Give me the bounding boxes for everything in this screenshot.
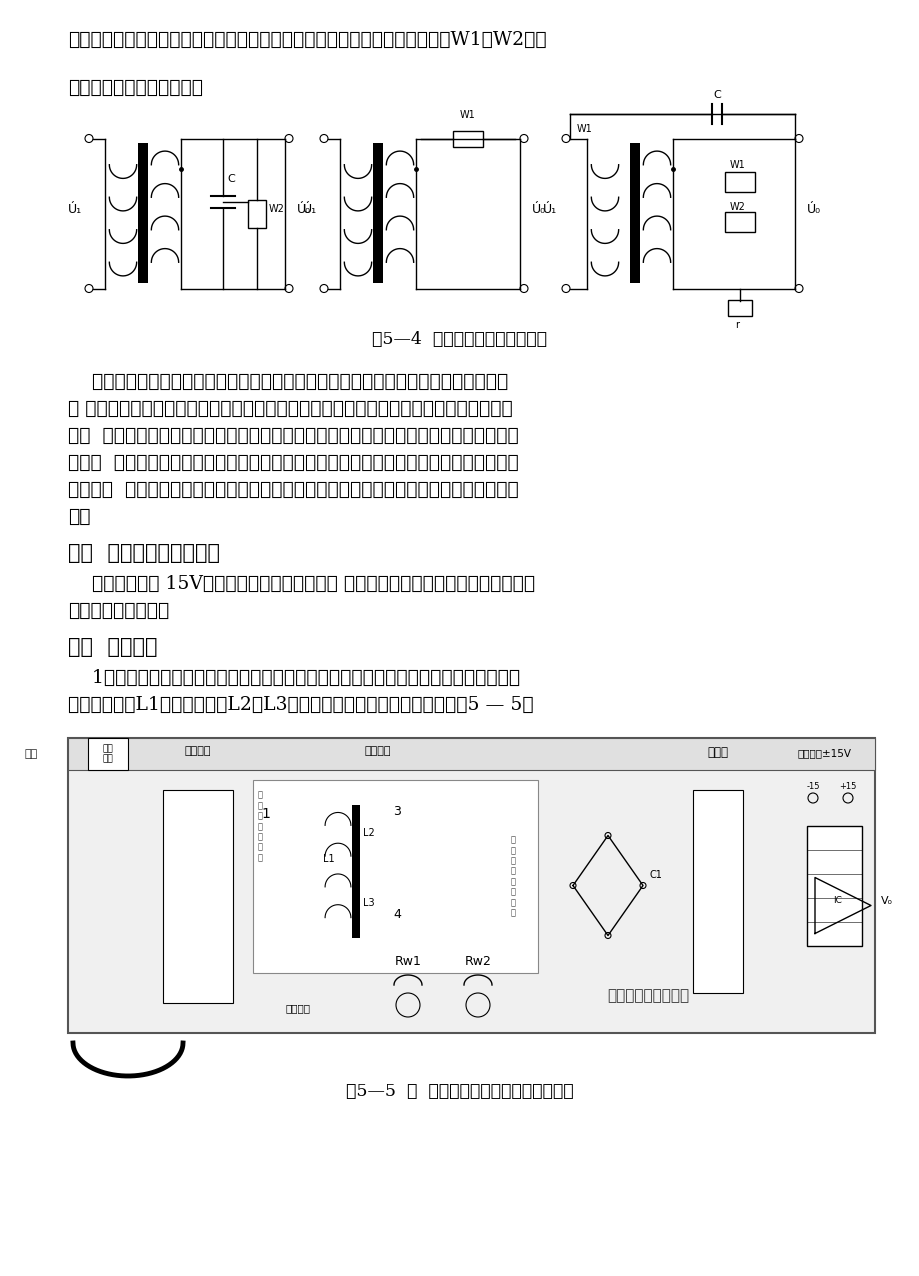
Text: 航空插座: 航空插座 xyxy=(285,1003,311,1013)
Text: 微头、双踪示波器。: 微头、双踪示波器。 xyxy=(68,602,169,620)
Text: 促使次  级线圈感应电势产生变化，一只次级感应电势增加，另一只感应电势则减少，将两: 促使次 级线圈感应电势产生变化，一只次级感应电势增加，另一只感应电势则减少，将两 xyxy=(68,454,518,472)
Text: 主机箱中的土 15V直流稳压电源、音频振荡器 差动变压器、差动变压器实验模板、测: 主机箱中的土 15V直流稳压电源、音频振荡器 差动变压器、差动变压器实验模板、测 xyxy=(68,575,535,593)
Text: 的补偿电路。在差动变压器的线圈中串、并适当数值的电阻电容元件，当调整W1、W2时，: 的补偿电路。在差动变压器的线圈中串、并适当数值的电阻电容元件，当调整W1、W2时… xyxy=(68,31,546,48)
Text: W1: W1 xyxy=(576,125,592,134)
Text: 差勘蛮汗: 差勘蛮汗 xyxy=(185,746,211,755)
Text: W1: W1 xyxy=(460,111,475,120)
Bar xyxy=(138,143,148,283)
Text: C1: C1 xyxy=(650,869,663,879)
Text: Ú₁: Ú₁ xyxy=(542,203,557,216)
Text: 引线: 引线 xyxy=(25,749,38,759)
Text: 图5—4  减小零点残余电动势电路: 图5—4 减小零点残余电动势电路 xyxy=(372,330,547,348)
Bar xyxy=(724,212,754,231)
Text: Ú₀: Ú₀ xyxy=(297,203,311,216)
Text: 实验模板上，L1为初级线圈；L2、L3为次级线圈；大号为同名端，如下图5 — 5。: 实验模板上，L1为初级线圈；L2、L3为次级线圈；大号为同名端，如下图5 — 5… xyxy=(68,695,533,715)
Text: 1: 1 xyxy=(261,808,269,822)
Text: IC: IC xyxy=(833,896,842,905)
Text: 测微头: 测微头 xyxy=(707,746,728,759)
Text: Ú₀: Ú₀ xyxy=(531,203,545,216)
Text: r: r xyxy=(734,320,738,330)
Text: L1: L1 xyxy=(323,854,335,864)
Bar xyxy=(68,738,874,1034)
Text: W2: W2 xyxy=(268,204,285,214)
Text: 4: 4 xyxy=(392,909,401,921)
Text: +15: +15 xyxy=(838,782,856,791)
Bar xyxy=(630,143,640,283)
Text: 3: 3 xyxy=(392,805,401,818)
Text: C: C xyxy=(712,91,720,101)
Text: 接
示
波
器
第
一
通
道: 接 示 波 器 第 一 通 道 xyxy=(510,836,515,917)
Bar xyxy=(692,790,743,993)
Text: 三、  实验设备与器件单元: 三、 实验设备与器件单元 xyxy=(68,544,220,563)
Text: 1、将差动变压器和测微头安装在实验模板的支架座上，差动变压器的原理图已印刷在: 1、将差动变压器和测微头安装在实验模板的支架座上，差动变压器的原理图已印刷在 xyxy=(68,669,519,686)
Text: 只次级反  向串接（同名端连接），就引出差动电势输出。其输出电势反映出被测体的移动: 只次级反 向串接（同名端连接），就引出差动电势输出。其输出电势反映出被测体的移动 xyxy=(68,481,518,499)
Text: 暴围螺钉: 暴围螺钉 xyxy=(364,746,391,755)
Bar xyxy=(372,143,382,283)
Text: W1: W1 xyxy=(729,161,745,171)
Text: 量。: 量。 xyxy=(68,508,90,526)
Text: 简单的原理说明：差动变压器由一只初级线圈和二只次线圈及一个铁芯组成，根据内: 简单的原理说明：差动变压器由一只初级线圈和二只次线圈及一个铁芯组成，根据内 xyxy=(68,373,507,390)
Text: 接主机箱±15V: 接主机箱±15V xyxy=(797,748,851,758)
Text: Rw1: Rw1 xyxy=(394,954,421,968)
Text: C: C xyxy=(227,174,234,184)
Bar xyxy=(88,738,128,769)
Text: L3: L3 xyxy=(363,898,374,909)
Bar xyxy=(724,171,754,191)
Bar xyxy=(727,301,751,316)
Text: Rw2: Rw2 xyxy=(464,954,491,968)
Text: 图5—5  差  动变压器性能实验安装、接线图: 图5—5 差 动变压器性能实验安装、接线图 xyxy=(346,1083,573,1100)
Text: -15: -15 xyxy=(805,782,819,791)
Text: W2: W2 xyxy=(729,202,745,212)
Text: Ú₁: Ú₁ xyxy=(68,203,82,216)
Bar xyxy=(163,790,233,1003)
Text: 可使零点残余电动势减小。: 可使零点残余电动势减小。 xyxy=(68,79,203,97)
Bar xyxy=(253,780,538,974)
Text: 用
示
踪
波
器
监
测: 用 示 踪 波 器 监 测 xyxy=(257,791,263,863)
Text: 差动变压器实验模板: 差动变压器实验模板 xyxy=(607,988,688,1003)
Text: 动时  差动变压器的铁芯也随着轴向位移，从而使初级线圈和次级线圈之间的互感发生变化: 动时 差动变压器的铁芯也随着轴向位移，从而使初级线圈和次级线圈之间的互感发生变化 xyxy=(68,427,518,445)
Text: 四、  实验步骤: 四、 实验步骤 xyxy=(68,637,157,657)
Text: Ú₁: Ú₁ xyxy=(302,203,317,216)
Text: Vₒ: Vₒ xyxy=(880,896,892,906)
Text: 航空
插座: 航空 插座 xyxy=(103,744,113,764)
Text: Ú₀: Ú₀ xyxy=(806,203,820,216)
Bar xyxy=(807,826,862,946)
Bar xyxy=(248,199,266,227)
Text: L2: L2 xyxy=(363,828,374,838)
Bar xyxy=(452,130,482,147)
Bar xyxy=(68,738,874,769)
Text: 外 层排列不同，有二段式和三段式，本实验采用三段式结构。当差动变压器随着被测体移: 外 层排列不同，有二段式和三段式，本实验采用三段式结构。当差动变压器随着被测体移 xyxy=(68,399,512,419)
Bar xyxy=(352,805,359,938)
